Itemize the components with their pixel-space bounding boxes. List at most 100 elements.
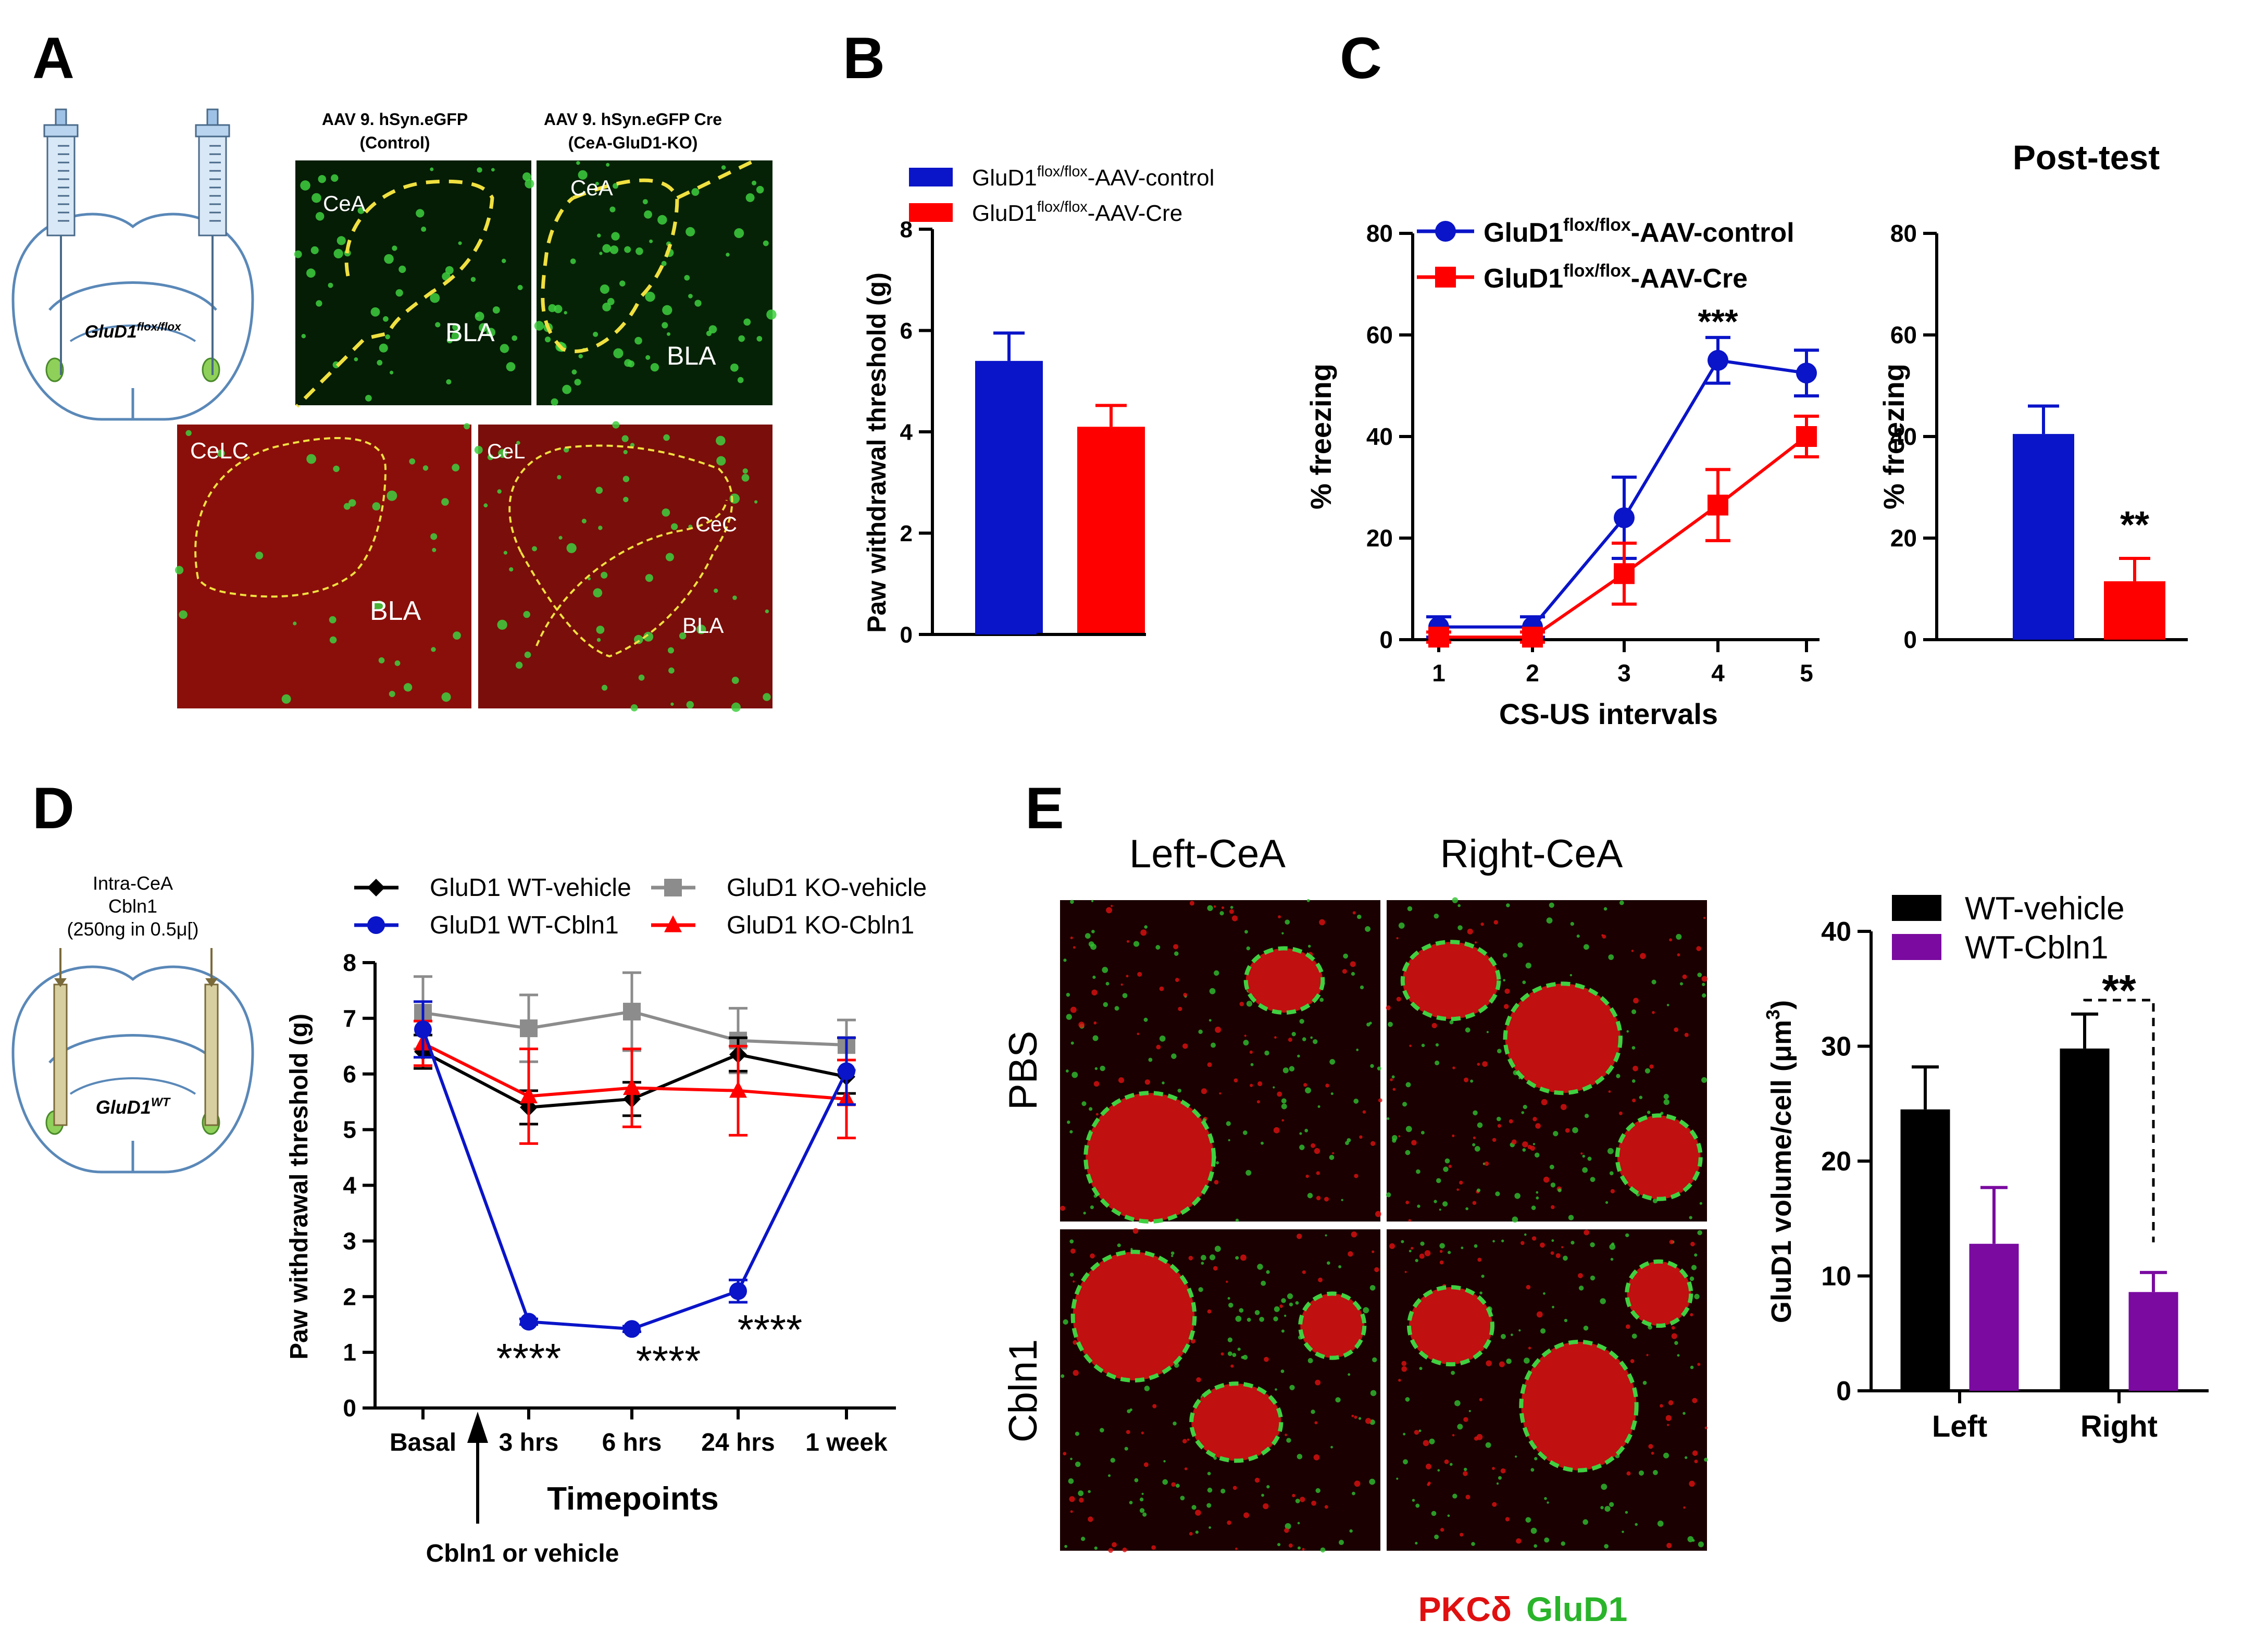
e-image-pbs-right-speck <box>1633 1065 1638 1071</box>
e-image-pbs-right-speck <box>1543 1176 1550 1183</box>
micrograph-cre-cell <box>645 292 655 302</box>
e-image-cbln1-right-speck <box>1630 1359 1635 1363</box>
e-image-pbs-right-speck <box>1503 1004 1509 1009</box>
brain-a-label: GluD1flox/flox <box>85 320 182 342</box>
e-image-cbln1-right-speck <box>1409 1250 1412 1253</box>
micrograph-cel-cell <box>601 684 608 691</box>
e-image-cbln1-left-cell <box>1070 1250 1197 1382</box>
e-image-cbln1-right-cell <box>1407 1285 1494 1367</box>
e-image-pbs-right-speck <box>1551 1205 1555 1210</box>
e-image-pbs-left-speck <box>1155 945 1161 950</box>
e-image-pbs-right-speck <box>1411 1140 1417 1145</box>
micrograph-cel-cell <box>732 595 737 600</box>
e-image-pbs-right-speck <box>1434 1200 1437 1203</box>
e-image-pbs-left-speck <box>1088 941 1094 947</box>
e-image-pbs-left-speck <box>1305 1087 1312 1094</box>
e-image-cbln1-left-speck <box>1139 1497 1144 1502</box>
e-image-cbln1-left-speck <box>1243 1512 1250 1518</box>
micrograph-control-cell <box>370 307 380 317</box>
e-image-cbln1-right-speck <box>1500 1468 1506 1474</box>
e-image-cbln1-right-speck <box>1550 1251 1554 1255</box>
e-image-cbln1-left-speck <box>1151 1545 1156 1550</box>
e-image-pbs-right-speck <box>1616 1074 1621 1078</box>
micrograph-cel-cell <box>601 571 608 579</box>
e-image-pbs-right-speck <box>1677 953 1680 956</box>
micrograph-cre-cell <box>574 379 581 386</box>
e-image-cbln1-right-speck <box>1540 1242 1545 1248</box>
e-image-pbs-right-speck <box>1631 1046 1636 1050</box>
e-image-cbln1-left-speck <box>1227 1351 1232 1356</box>
e-image-pbs-right-speck <box>1583 944 1589 950</box>
micrograph-control-cell <box>331 174 339 182</box>
e-image-pbs-right-speck <box>1506 903 1510 907</box>
e-image-pbs-right-speck <box>1532 1143 1535 1145</box>
e-image-pbs-left-speck <box>1297 1054 1300 1058</box>
e-image-pbs-right-speck <box>1587 1156 1592 1161</box>
b-legend-label-2-suffix: -AAV-Cre <box>1088 201 1183 226</box>
e-y-axis-tick-label: 0 <box>1836 1376 1851 1406</box>
e-image-cbln1-left-speck <box>1069 1239 1074 1244</box>
e-image-cbln1-right-speck <box>1635 1523 1638 1526</box>
e-image-pbs-left-speck <box>1070 1041 1074 1045</box>
e-image-pbs-right-speck <box>1608 954 1614 960</box>
e-image-cbln1-right-speck <box>1692 1398 1698 1403</box>
d-legend-label-2: GluD1 WT-Cbln1 <box>430 912 619 939</box>
e-image-cbln1-left-speck <box>1108 1474 1111 1477</box>
e-image-pbs-left-speck <box>1090 1205 1094 1210</box>
e-image-pbs-left-cell <box>1243 946 1325 1015</box>
e-image-pbs-right-speck <box>1511 1139 1517 1145</box>
micrograph-cel-cell <box>532 546 537 552</box>
e-image-pbs-right-speck <box>1480 923 1484 926</box>
micrograph-cre-cell <box>738 335 745 342</box>
micrograph-celc-cell <box>432 547 437 552</box>
e-image-pbs-left-speck <box>1093 1021 1097 1025</box>
e-image-cbln1-right-speck <box>1479 1291 1482 1294</box>
micrograph-cel-cell <box>671 523 678 530</box>
d-point-4 <box>729 1081 747 1098</box>
e-image-cbln1-right-speck <box>1625 1324 1630 1329</box>
micrograph-control-cell <box>477 167 482 173</box>
e-image-pbs-left-speck <box>1317 1105 1320 1108</box>
e-image-pbs-right-speck <box>1467 928 1473 934</box>
e-image-pbs-right-speck <box>1522 1141 1528 1148</box>
micrograph-cre-cell <box>721 165 726 170</box>
d-x-tick-label: 3 hrs <box>499 1429 559 1456</box>
micrograph-cel-cell <box>581 518 587 524</box>
e-image-pbs-right-speck <box>1663 1099 1669 1105</box>
e-image-pbs-left-speck <box>1249 1050 1253 1054</box>
header-control-1: AAV 9. hSyn.eGFP <box>322 110 468 129</box>
e-image-pbs-right-speck <box>1388 1021 1393 1027</box>
e-image-pbs-right-speck <box>1534 1152 1540 1158</box>
e-image-cbln1-left-speck <box>1279 1304 1283 1308</box>
e-image-pbs-left-cell <box>1083 1091 1216 1224</box>
micrograph-cre-cell <box>624 359 632 367</box>
micrograph-celc-cell <box>343 503 351 510</box>
micrograph-control-cell <box>328 282 333 288</box>
e-image-cbln1-left-speck <box>1198 1287 1203 1292</box>
e-image-cbln1-left-speck <box>1370 1390 1377 1397</box>
e-image-cbln1-right-speck <box>1401 1361 1407 1366</box>
e-image-pbs-right-speck <box>1647 1111 1651 1114</box>
c-y-label: % freezing <box>1304 364 1337 509</box>
e-image-pbs-right-speck <box>1550 1182 1556 1188</box>
e-image-pbs-right-speck <box>1435 1043 1439 1047</box>
e-image-pbs-left-speck <box>1307 1192 1313 1199</box>
b-bar-2 <box>1077 427 1145 634</box>
e-image-pbs-left-speck <box>1343 953 1348 959</box>
e-image-pbs-right-speck <box>1431 1023 1437 1029</box>
micrograph-control-cell <box>377 359 383 366</box>
e-image-pbs-left-speck <box>1375 1211 1381 1217</box>
e-image-pbs-right-speck <box>1605 1201 1609 1204</box>
e-image-pbs-right-speck <box>1456 1188 1459 1191</box>
e-image-cbln1-right-speck <box>1671 1326 1675 1330</box>
e-image-cbln1-left-speck <box>1207 1309 1212 1314</box>
e-image-cbln1-left-speck <box>1320 1547 1326 1553</box>
e-image-pbs-left-speck <box>1230 906 1233 909</box>
e-image-cbln1-right-speck <box>1582 1519 1588 1525</box>
e-image-cbln1-left-speck <box>1079 1498 1084 1503</box>
e-image-pbs-left-speck <box>1094 1067 1098 1070</box>
panel-letter-b: B <box>843 26 885 91</box>
micrograph-cre-cell <box>756 185 764 194</box>
e-image-cbln1-left-speck <box>1070 1248 1076 1254</box>
e-image-cbln1-right-speck <box>1474 1436 1478 1441</box>
